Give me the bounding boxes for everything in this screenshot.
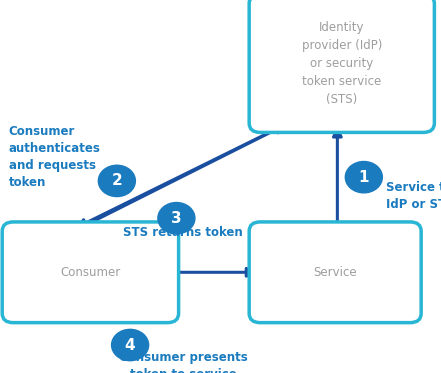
Text: 1: 1 xyxy=(359,170,369,185)
Text: Consumer
authenticates
and requests
token: Consumer authenticates and requests toke… xyxy=(9,125,101,189)
Circle shape xyxy=(98,165,135,197)
FancyBboxPatch shape xyxy=(2,222,179,323)
Text: Consumer: Consumer xyxy=(60,266,120,279)
Text: Identity
provider (IdP)
or security
token service
(STS): Identity provider (IdP) or security toke… xyxy=(302,21,382,106)
Circle shape xyxy=(112,329,149,361)
Circle shape xyxy=(345,162,382,193)
Text: STS returns token: STS returns token xyxy=(123,226,243,238)
Text: 2: 2 xyxy=(112,173,122,188)
Text: Consumer presents
token to service: Consumer presents token to service xyxy=(119,351,247,373)
Text: 4: 4 xyxy=(125,338,135,352)
Circle shape xyxy=(158,203,195,234)
Text: Service: Service xyxy=(314,266,357,279)
Text: 3: 3 xyxy=(171,211,182,226)
FancyBboxPatch shape xyxy=(249,222,421,323)
Text: Service trusts
IdP or STS: Service trusts IdP or STS xyxy=(386,181,441,211)
FancyBboxPatch shape xyxy=(249,0,434,132)
